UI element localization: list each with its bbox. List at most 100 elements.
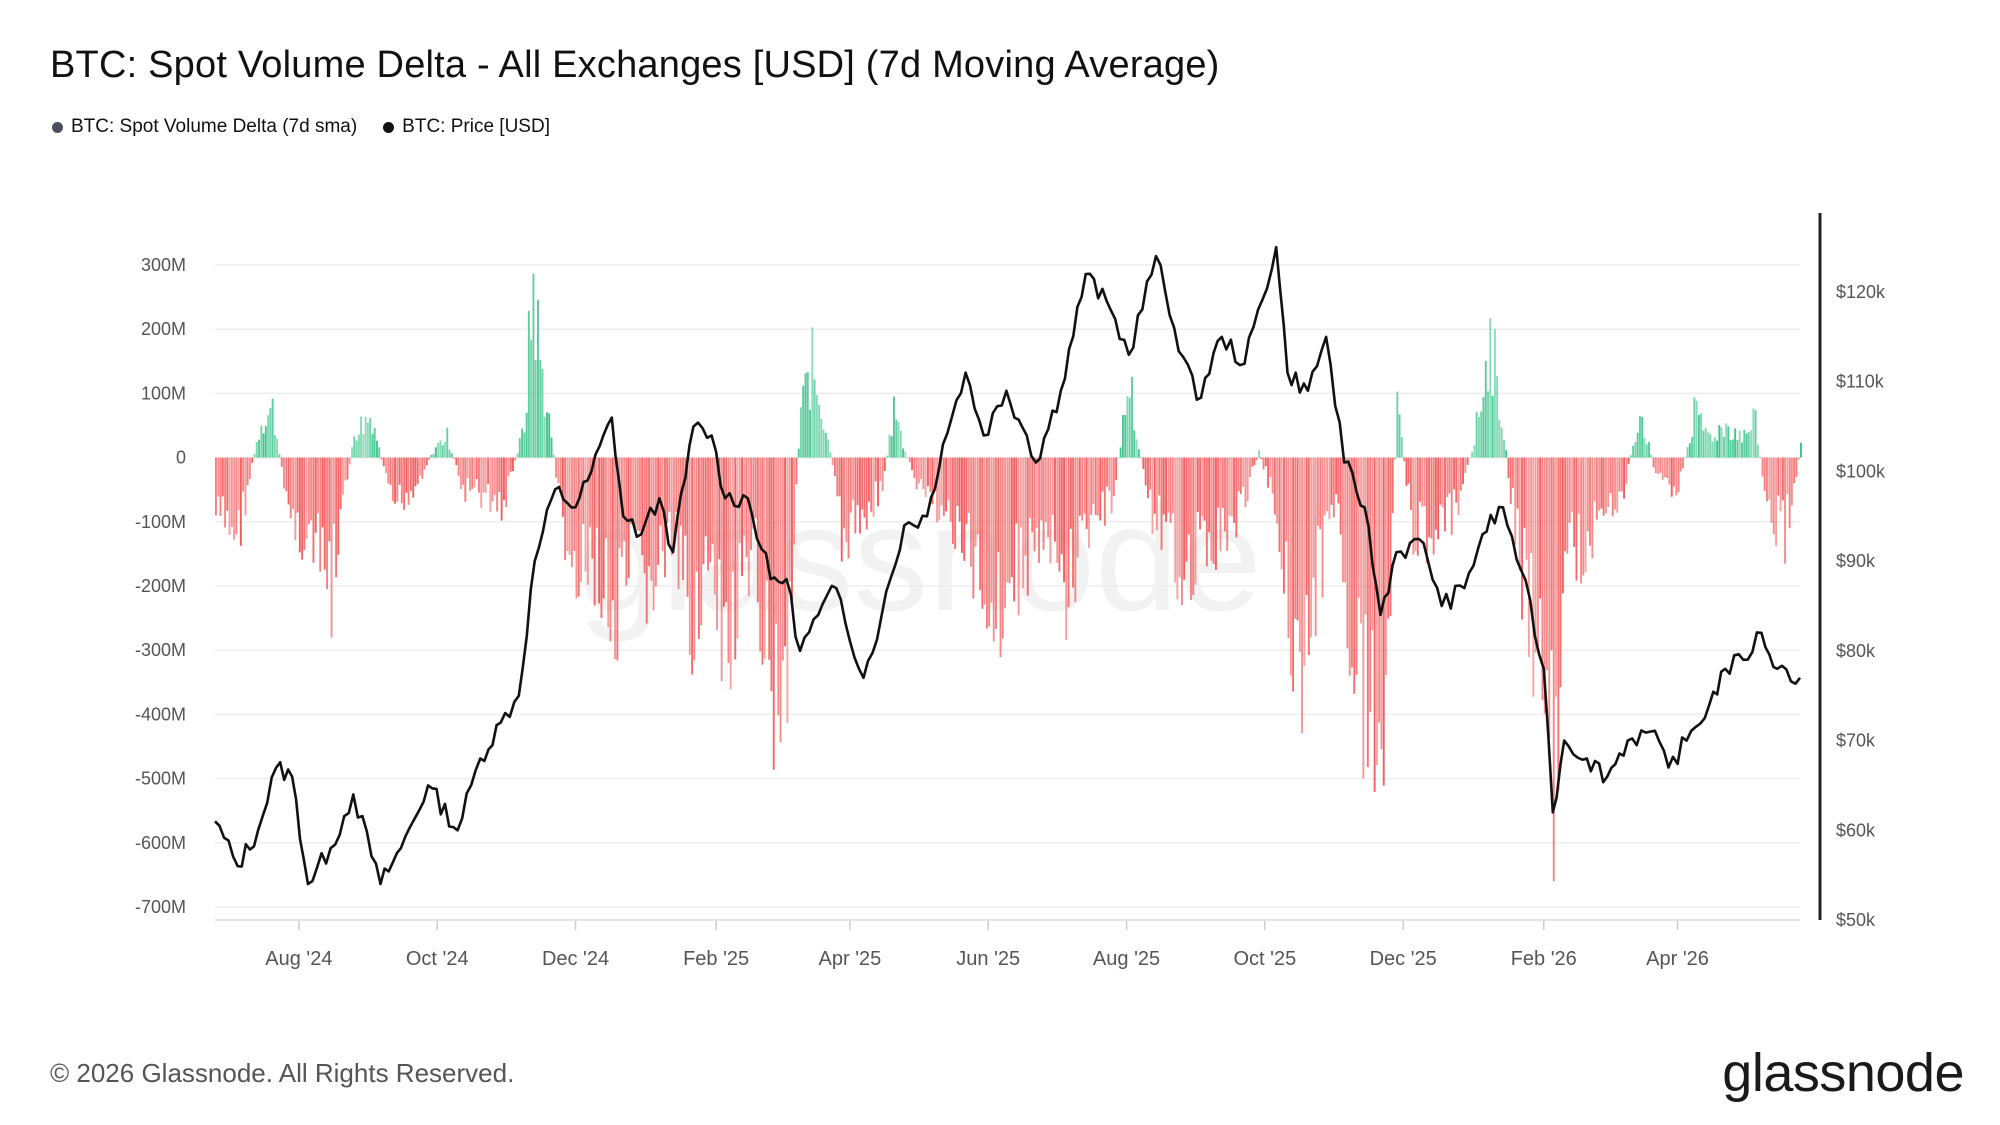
volume-delta-bar-negative	[1253, 457, 1256, 465]
volume-delta-bar-negative	[759, 457, 762, 652]
volume-delta-bar-positive	[806, 372, 809, 458]
volume-delta-bar-negative	[1595, 457, 1598, 520]
volume-delta-bar-negative	[414, 457, 417, 487]
volume-delta-bar-negative	[1226, 457, 1229, 551]
y-tick-label-left: 0	[176, 448, 186, 468]
volume-delta-bar-negative	[945, 457, 947, 512]
volume-delta-bar-negative	[1464, 457, 1467, 473]
copyright: © 2026 Glassnode. All Rights Reserved.	[50, 1058, 515, 1088]
volume-delta-bar-negative	[1353, 457, 1356, 694]
legend-dot-icon	[52, 121, 63, 133]
volume-delta-bar-positive	[437, 443, 440, 458]
volume-delta-bar-positive	[1131, 376, 1133, 458]
volume-delta-bar-negative	[1072, 457, 1074, 588]
volume-delta-bar-negative	[1262, 457, 1265, 470]
volume-delta-bar-negative	[609, 457, 612, 642]
volume-delta-bar-negative	[1654, 457, 1657, 474]
volume-delta-bar-positive	[1634, 442, 1637, 458]
volume-delta-bar-negative	[1366, 457, 1369, 768]
volume-delta-bar-negative	[1775, 457, 1777, 546]
legend-item-volume-delta[interactable]: BTC: Spot Volume Delta (7d sma)	[52, 116, 357, 138]
legend-item-price[interactable]: BTC: Price [USD]	[383, 116, 550, 138]
volume-delta-bar-negative	[840, 457, 843, 562]
volume-delta-bar-negative	[1035, 457, 1038, 528]
volume-delta-bar-negative	[285, 457, 288, 492]
volume-delta-bar-negative	[650, 457, 653, 581]
volume-delta-bar-negative	[1335, 457, 1338, 495]
volume-delta-bar-positive	[530, 339, 533, 458]
volume-delta-bar-negative	[1414, 457, 1417, 552]
volume-delta-bar-positive	[1716, 440, 1718, 458]
volume-delta-bar-positive	[800, 407, 802, 458]
volume-delta-bar-negative	[772, 457, 775, 770]
volume-delta-bar-negative	[1042, 457, 1045, 550]
volume-delta-bar-negative	[462, 457, 465, 485]
volume-delta-bar-negative	[419, 457, 421, 476]
volume-delta-bar-negative	[237, 457, 240, 510]
volume-delta-bar-negative	[1437, 457, 1440, 540]
volume-delta-bar-negative	[1224, 457, 1226, 532]
y-tick-label-left: 200M	[141, 319, 186, 339]
volume-delta-bar-negative	[1251, 457, 1254, 467]
price-line	[214, 245, 1802, 886]
volume-delta-bar-negative	[1530, 457, 1533, 554]
volume-delta-bar-positive	[1704, 427, 1707, 458]
volume-delta-bar-positive	[815, 395, 818, 458]
volume-delta-bar-positive	[1119, 447, 1122, 458]
volume-delta-bar-positive	[376, 440, 378, 458]
legend-label: BTC: Spot Volume Delta (7d sma)	[71, 116, 358, 137]
volume-delta-bar-positive	[1750, 430, 1752, 458]
volume-delta-bar-negative	[1192, 457, 1195, 596]
volume-delta-bar-negative	[1267, 457, 1269, 488]
volume-delta-bar-negative	[391, 457, 394, 502]
volume-delta-bar-negative	[1285, 457, 1288, 542]
volume-delta-bar-negative	[1328, 457, 1331, 520]
volume-delta-bar-negative	[564, 457, 567, 560]
volume-delta-bar-negative	[659, 457, 662, 526]
volume-delta-bar-negative	[1682, 457, 1684, 469]
volume-delta-bar-negative	[1380, 457, 1383, 750]
volume-delta-bar-positive	[1396, 391, 1399, 458]
volume-delta-bar-negative	[1103, 457, 1106, 526]
volume-delta-bar-negative	[428, 457, 430, 460]
volume-delta-bar-positive	[1493, 329, 1496, 458]
volume-delta-bar-positive	[1400, 437, 1403, 458]
volume-delta-bar-negative	[1183, 457, 1186, 580]
volume-delta-bar-positive	[1736, 439, 1739, 458]
volume-delta-bar-negative	[972, 457, 975, 599]
volume-delta-bar-negative	[1543, 457, 1546, 714]
volume-delta-bar-positive	[1471, 451, 1474, 458]
volume-delta-bar-positive	[537, 299, 539, 458]
volume-delta-bar-negative	[471, 457, 474, 489]
volume-delta-bar-positive	[255, 442, 258, 458]
volume-delta-bar-negative	[1605, 457, 1607, 514]
volume-delta-bar-negative	[1260, 457, 1263, 460]
volume-delta-bar-positive	[1754, 410, 1757, 458]
volume-delta-bar-negative	[627, 457, 630, 578]
volume-delta-bar-negative	[836, 457, 839, 497]
volume-delta-bar-negative	[1081, 457, 1084, 521]
volume-delta-bar-negative	[870, 457, 873, 512]
volume-delta-bar-negative	[1142, 457, 1145, 469]
volume-delta-bar-negative	[1178, 457, 1181, 578]
volume-delta-bar-negative	[1410, 457, 1412, 510]
volume-delta-bar-negative	[1076, 457, 1079, 558]
volume-delta-bar-negative	[1269, 457, 1272, 477]
volume-delta-bar-negative	[235, 457, 238, 535]
volume-delta-bar-negative	[1663, 457, 1666, 478]
volume-delta-bar-negative	[754, 457, 757, 519]
volume-delta-bar-positive	[516, 453, 519, 458]
volume-delta-bar-negative	[219, 457, 222, 516]
volume-delta-bar-negative	[1616, 457, 1619, 513]
volume-delta-bar-positive	[1398, 414, 1401, 458]
volume-delta-bar-positive	[523, 432, 526, 458]
volume-delta-bar-positive	[1496, 376, 1499, 458]
volume-delta-bar-negative	[1201, 457, 1204, 517]
volume-delta-bar-negative	[963, 457, 966, 561]
volume-delta-bar-negative	[507, 457, 510, 477]
volume-delta-bar-negative	[1219, 457, 1222, 552]
volume-delta-bar-positive	[253, 454, 256, 458]
volume-delta-bar-negative	[1239, 457, 1242, 494]
volume-delta-bar-negative	[1162, 457, 1165, 515]
volume-delta-bar-negative	[1763, 457, 1766, 491]
